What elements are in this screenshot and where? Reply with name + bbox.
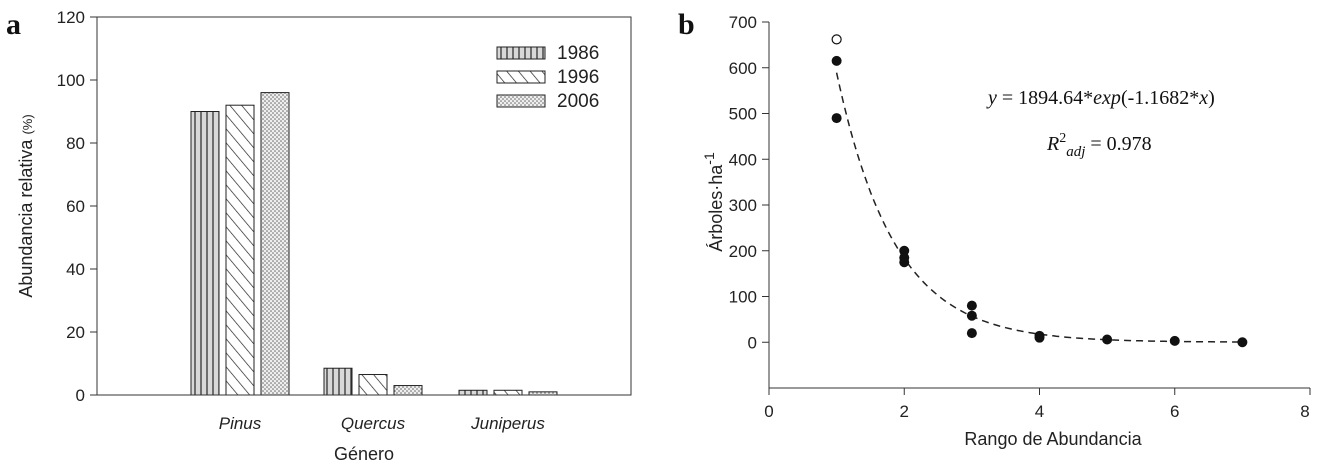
panel-b-x-tick-label: 4: [1035, 402, 1044, 421]
data-point: [966, 300, 977, 311]
panel-b-y-axis-title-text: Árboles·ha: [706, 164, 726, 252]
panel-b-y-tick-label: 0: [748, 333, 757, 352]
panel-a-y-axis-unit: (%): [20, 114, 35, 134]
panel-a-y-tick-label: 120: [57, 8, 85, 27]
panel-a-category-labels: Pinus Quercus Juniperus: [219, 414, 546, 433]
data-point: [899, 257, 910, 268]
panel-b-x-tick-label: 6: [1170, 402, 1179, 421]
data-point: [831, 113, 842, 124]
panel-a-plot-frame: [96, 16, 632, 396]
panel-a-y-ticks: 0 20 40 60 80 100 120: [57, 8, 97, 405]
panel-a-y-axis-title: Abundancia relativa (%): [16, 114, 36, 297]
panel-a-letter: a: [6, 8, 21, 41]
panel-b-y-tick-label: 400: [729, 150, 757, 169]
panel-a-y-tick-label: 0: [76, 386, 85, 405]
legend-label-1996: 1996: [557, 67, 599, 88]
panel-b-x-tick-label: 2: [900, 402, 909, 421]
panel-a-legend: 1986 1996 2006: [496, 43, 599, 112]
panel-a-y-tick-label: 100: [57, 71, 85, 90]
panel-b-y-tick-label: 300: [729, 196, 757, 215]
legend-swatch-1996: [496, 70, 546, 84]
panel-a-x-axis-title: Género: [334, 444, 394, 464]
category-label-pinus: Pinus: [219, 414, 262, 433]
panel-b: b 0 100 200 300 400 500 600 700 0 2 4 6 8 Rango de A…: [678, 8, 1311, 449]
panel-b-x-axis-title: Rango de Abundancia: [964, 429, 1142, 449]
bar-pinus-2006: [260, 92, 290, 396]
bar-quercus-1996: [358, 374, 388, 396]
panel-a-y-axis-title-text: Abundancia relativa: [16, 139, 36, 298]
panel-a-bars: [190, 92, 558, 396]
legend-label-2006: 2006: [557, 91, 599, 112]
data-point: [966, 310, 977, 321]
panel-a-y-tick-label: 80: [66, 134, 85, 153]
bar-juniperus-1996: [493, 389, 523, 396]
category-label-quercus: Quercus: [341, 414, 406, 433]
data-point: [1237, 337, 1248, 348]
panel-b-fit-curve: [835, 72, 1243, 343]
data-point: [1102, 334, 1113, 345]
panel-b-y-tick-label: 700: [729, 13, 757, 32]
panel-b-equation: y = 1894.64*exp(-1.1682*x): [986, 87, 1215, 109]
panel-b-x-tick-label: 0: [764, 402, 773, 421]
panel-b-points: [831, 34, 1248, 348]
data-point: [1169, 335, 1180, 346]
category-label-juniperus: Juniperus: [470, 414, 545, 433]
data-point: [1034, 332, 1045, 343]
panel-a-y-tick-label: 40: [66, 260, 85, 279]
data-point: [966, 328, 977, 339]
panel-a-y-tick-label: 60: [66, 197, 85, 216]
panel-b-y-axis-sup: -1: [701, 152, 717, 165]
panel-b-r2: R2adj = 0.978: [1046, 131, 1152, 160]
panel-b-axes: 0 100 200 300 400 500 600 700 0 2 4 6 8: [729, 13, 1311, 421]
panel-a-y-tick-label: 20: [66, 323, 85, 342]
bar-pinus-1986: [190, 111, 220, 396]
data-point-open: [831, 34, 842, 45]
panel-b-letter: b: [678, 8, 695, 41]
panel-b-y-axis-title: Árboles·ha-1: [701, 152, 726, 252]
legend-swatch-2006: [496, 94, 546, 108]
panel-b-y-tick-label: 500: [729, 105, 757, 124]
panel-b-y-tick-label: 100: [729, 288, 757, 307]
bar-juniperus-1986: [458, 389, 488, 396]
legend-swatch-1986: [496, 46, 546, 60]
data-point: [899, 245, 910, 256]
panel-b-x-tick-label: 8: [1300, 402, 1309, 421]
legend-label-1986: 1986: [557, 43, 599, 64]
bar-quercus-2006: [393, 385, 423, 396]
data-point: [831, 55, 842, 66]
bar-quercus-1986: [323, 367, 353, 396]
bar-pinus-1996: [225, 104, 255, 396]
panel-b-y-tick-label: 600: [729, 59, 757, 78]
panel-b-y-tick-label: 200: [729, 242, 757, 261]
